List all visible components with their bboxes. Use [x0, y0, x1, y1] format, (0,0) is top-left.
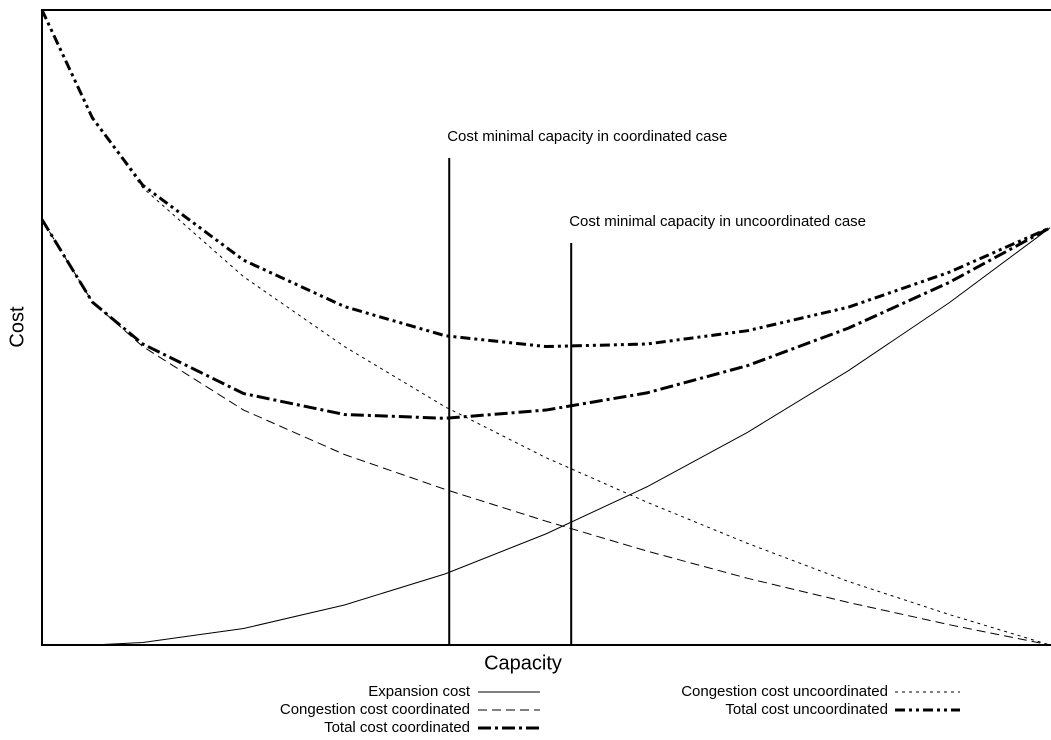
plot-frame	[41, 9, 1051, 646]
legend-label: Expansion cost	[368, 683, 471, 700]
y-axis-label: Cost	[6, 306, 28, 348]
series-line	[40, 9, 1051, 349]
legend-label: Total cost uncoordinated	[725, 701, 888, 718]
legend-label: Congestion cost uncoordinated	[681, 683, 888, 700]
annotation-text: Cost minimal capacity in uncoordinated c…	[569, 213, 866, 230]
legend-label: Total cost coordinated	[324, 719, 470, 736]
x-axis-label: Capacity	[484, 652, 562, 674]
series-line	[41, 9, 1051, 646]
series-line	[42, 227, 1051, 646]
legend-label: Congestion cost coordinated	[280, 701, 470, 718]
series-line	[41, 219, 1051, 646]
annotation-text: Cost minimal capacity in coordinated cas…	[447, 128, 727, 145]
series-line	[40, 218, 1051, 420]
